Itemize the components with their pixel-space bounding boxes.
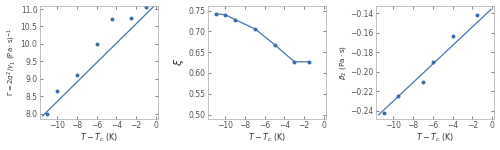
- Point: [93, 43, 101, 45]
- Point: [44, 112, 52, 115]
- Point: [305, 61, 313, 63]
- Point: [419, 81, 427, 83]
- Point: [73, 74, 81, 76]
- Point: [142, 6, 150, 9]
- Point: [380, 112, 388, 114]
- X-axis label: $T-T_c$ (K): $T-T_c$ (K): [80, 132, 118, 144]
- Point: [270, 44, 278, 46]
- Point: [473, 14, 481, 16]
- Point: [54, 90, 62, 92]
- X-axis label: $T-T_c$ (K): $T-T_c$ (K): [248, 132, 286, 144]
- Y-axis label: $\Gamma=2q^2/\gamma_1\ (\mathrm{Pa\cdot s})^{-1}$: $\Gamma=2q^2/\gamma_1\ (\mathrm{Pa\cdot …: [6, 28, 18, 96]
- Y-axis label: $\beta_2\ (\mathrm{Pa\cdot s})$: $\beta_2\ (\mathrm{Pa\cdot s})$: [338, 45, 347, 80]
- Y-axis label: $\xi$: $\xi$: [172, 58, 186, 66]
- Point: [251, 28, 259, 30]
- Point: [290, 61, 298, 63]
- Point: [108, 18, 116, 21]
- X-axis label: $T-T_c$ (K): $T-T_c$ (K): [416, 132, 454, 144]
- Point: [448, 35, 456, 37]
- Point: [212, 13, 220, 15]
- Point: [231, 18, 239, 21]
- Point: [394, 95, 402, 98]
- Point: [127, 16, 135, 19]
- Point: [222, 14, 230, 16]
- Point: [429, 61, 437, 63]
